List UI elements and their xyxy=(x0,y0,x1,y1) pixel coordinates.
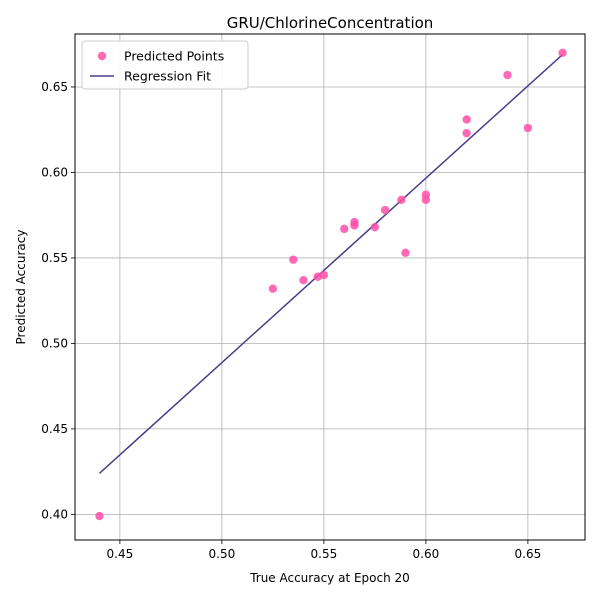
legend: Predicted Points Regression Fit xyxy=(81,40,249,90)
y-tick-label: 0.40 xyxy=(41,507,68,521)
scatter-point xyxy=(340,224,349,234)
scatter-point xyxy=(370,222,380,232)
scatter-point xyxy=(523,123,533,133)
axis-ticks: 0.45 0.50 0.55 0.60 0.65 0.40 0.45 0.50 0.55 0.60… xyxy=(41,80,541,561)
legend-entry-label: Regression Fit xyxy=(124,69,211,84)
y-tick-label: 0.60 xyxy=(41,165,68,179)
legend-box xyxy=(81,40,249,90)
scatter-point xyxy=(397,195,406,205)
scatter-point xyxy=(462,128,471,138)
scatter-point xyxy=(95,511,104,521)
y-tick-label: 0.45 xyxy=(41,422,68,436)
x-tick-label: 0.55 xyxy=(311,547,338,561)
scatter-point xyxy=(268,284,278,293)
plot-frame xyxy=(74,33,586,541)
series-layer xyxy=(95,48,567,521)
scatter-point xyxy=(289,255,298,264)
scatter-point xyxy=(380,205,390,215)
legend-entry-label: Predicted Points xyxy=(124,49,224,64)
scatter-point xyxy=(319,270,329,280)
scatter-point xyxy=(350,217,359,227)
scatter-point xyxy=(462,115,471,124)
scatter-point xyxy=(503,70,512,80)
regression-fit-line xyxy=(98,53,564,474)
x-tick-label: 0.60 xyxy=(413,547,440,561)
y-tick-label: 0.50 xyxy=(41,336,68,350)
grid-lines xyxy=(75,34,585,540)
scatter-point xyxy=(401,248,410,258)
y-axis-label: Predicted Accuracy xyxy=(14,230,28,345)
x-tick-label: 0.45 xyxy=(107,547,134,561)
x-tick-label: 0.50 xyxy=(209,547,236,561)
scatter-point xyxy=(421,190,431,199)
y-tick-label: 0.55 xyxy=(41,251,68,265)
x-tick-label: 0.65 xyxy=(515,547,542,561)
scatter-point xyxy=(558,48,567,58)
x-axis-label: True Accuracy at Epoch 20 xyxy=(249,571,410,585)
scatter-point xyxy=(299,275,308,285)
legend-marker-scatter xyxy=(97,51,107,61)
chart-title: GRU/ChlorineConcentration xyxy=(227,14,434,32)
y-tick-label: 0.65 xyxy=(41,80,68,94)
